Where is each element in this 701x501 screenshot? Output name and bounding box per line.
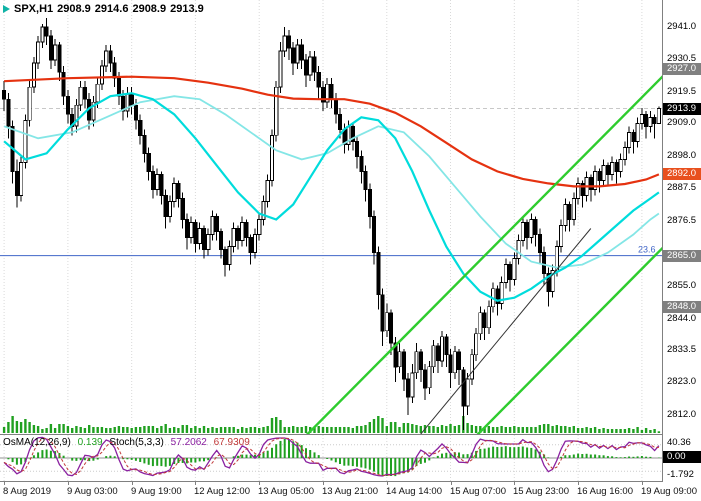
ohlc-open: 2908.9 [57, 3, 91, 15]
fibo-label: 23.6 [638, 245, 656, 255]
time-axis[interactable]: 8 Aug 2019 9 Aug 03:00 9 Aug 19:00 12 Aug 1… [0, 482, 701, 501]
ohlc-low: 2908.9 [132, 3, 167, 15]
price-tick-label: 2898.0 [667, 150, 697, 161]
osma-name-label: OsMA(12,26,9) [3, 437, 71, 448]
grid-layer [3, 0, 643, 481]
time-tick [514, 482, 515, 485]
ma-lines [3, 75, 660, 302]
time-label: 16 Aug 16:00 [577, 486, 633, 497]
stoch-signal-line [3, 437, 659, 477]
time-tick [4, 482, 5, 485]
time-label: 12 Aug 12:00 [194, 486, 250, 497]
osma-value: 0.139 [77, 437, 103, 448]
level-price-badge: 2865.0 [663, 250, 701, 262]
level-price-badge: 2927.0 [663, 63, 701, 75]
price-tick-label: 2823.0 [667, 376, 697, 387]
symbol-period-label: SPX,H1 [14, 3, 54, 15]
indicator-axis-label: -1.792 [667, 469, 694, 480]
time-label: 13 Aug 21:00 [322, 486, 378, 497]
price-tick-label: 2909.0 [667, 117, 697, 128]
time-tick [132, 482, 133, 485]
bid-price-badge: 2913.9 [663, 103, 701, 115]
trendline-layer [285, 63, 662, 476]
chart-header: SPX,H1 2908.9 2914.6 2908.9 2913.9 [3, 3, 204, 15]
time-label: 9 Aug 19:00 [131, 486, 182, 497]
stoch-main-value: 57.2062 [170, 437, 207, 448]
ohlc-high: 2914.6 [94, 3, 129, 15]
time-tick [451, 482, 452, 485]
pane-separator-bottom[interactable] [0, 481, 701, 482]
time-label: 13 Aug 05:00 [258, 486, 314, 497]
time-label: 19 Aug 09:00 [641, 486, 697, 497]
time-label: 9 Aug 03:00 [67, 486, 118, 497]
price-tick-label: 2844.0 [667, 313, 697, 324]
trendline-green-upper[interactable] [285, 63, 662, 457]
price-axis[interactable]: 2941.0 2930.5 2919.5 2909.0 2898.0 2887.5 2876… [662, 0, 701, 482]
time-tick [195, 482, 196, 485]
price-tick-label: 2919.5 [667, 86, 697, 97]
chart-symbol-icon [3, 5, 10, 13]
ma-value-badge: 2892.0 [663, 168, 701, 180]
osma-histogram [7, 439, 660, 477]
price-tick-label: 2941.0 [667, 21, 697, 32]
indicator-label-row: OsMA(12,26,9) 0.139 Stoch(5,3,3) 57.2062… [3, 437, 254, 448]
pane-separator-top[interactable] [0, 434, 701, 435]
price-tick-label: 2833.5 [667, 344, 697, 355]
time-label: 8 Aug 2019 [3, 486, 52, 497]
indicator-pane [0, 436, 662, 477]
time-tick [387, 482, 388, 485]
time-tick [642, 482, 643, 485]
ma-cyan-slow-line [3, 95, 660, 269]
stoch-name-label: Stoch(5,3,3) [109, 437, 164, 448]
stoch-main-line [3, 436, 660, 477]
price-chart-canvas[interactable]: 23.6 [0, 0, 662, 482]
indicator-axis-label: 0.00 [663, 451, 701, 463]
price-tick-label: 2855.0 [667, 280, 697, 291]
candles-layer [2, 18, 661, 430]
level-price-badge: 2848.0 [663, 301, 701, 313]
stoch-signal-value: 67.9309 [213, 437, 250, 448]
time-label: 14 Aug 14:00 [386, 486, 442, 497]
volume-layer [2, 416, 661, 433]
indicator-axis-label: 40.36 [667, 437, 691, 448]
trendline-green-lower[interactable] [446, 235, 662, 467]
time-label: 15 Aug 23:00 [513, 486, 569, 497]
ohlc-close: 2913.9 [170, 3, 204, 15]
time-label: 15 Aug 07:00 [450, 486, 506, 497]
ma-red-line [4, 75, 660, 188]
price-tick-label: 2812.0 [667, 409, 697, 420]
time-tick [259, 482, 260, 485]
fibo-line[interactable]: 23.6 [0, 245, 662, 257]
price-tick-label: 2887.5 [667, 182, 697, 193]
time-tick [68, 482, 69, 485]
time-tick [578, 482, 579, 485]
time-tick [323, 482, 324, 485]
trendline-black[interactable] [387, 228, 592, 476]
ma-cyan-fast-line [3, 92, 660, 302]
price-tick-label: 2876.5 [667, 215, 697, 226]
price-tick-label: 2930.5 [667, 53, 697, 64]
